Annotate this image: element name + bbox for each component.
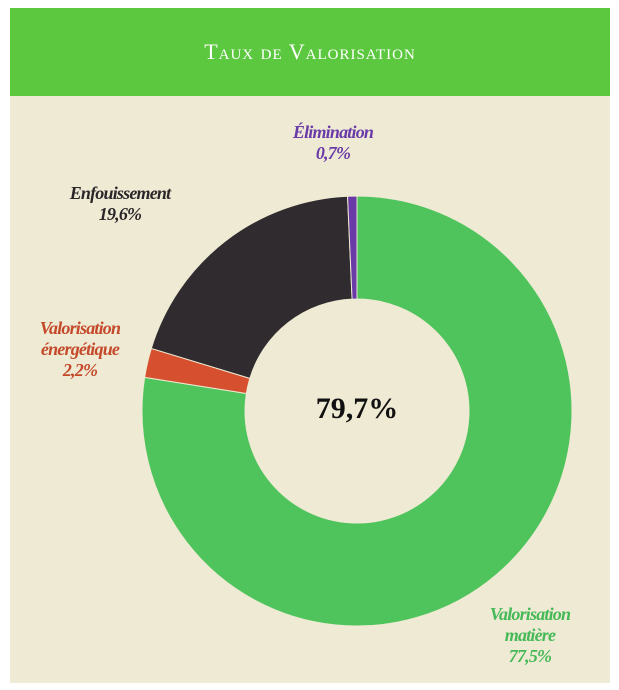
donut-slice [150, 195, 353, 380]
value-label: 19,6% [98, 204, 142, 224]
data-label: Valorisation matière 77,5% [470, 604, 590, 667]
category-label: Valorisation matière [489, 604, 571, 645]
donut-slice [347, 195, 358, 300]
value-label: 77,5% [508, 646, 552, 666]
category-label: Valorisation énergétique [39, 318, 121, 359]
header: Taux de Valorisation [10, 8, 610, 96]
value-label: 0,7% [315, 143, 351, 163]
data-label: Valorisation énergétique 2,2% [15, 318, 145, 381]
chart-title: Taux de Valorisation [204, 39, 416, 64]
center-label: 79,7% [315, 392, 399, 425]
data-label: Élimination 0,7% [273, 122, 393, 164]
value-label: 2,2% [62, 360, 98, 380]
category-label: Élimination [292, 122, 374, 142]
category-label: Enfouissement [69, 183, 171, 203]
data-label: Enfouissement 19,6% [55, 183, 185, 225]
donut-slice [141, 195, 573, 627]
